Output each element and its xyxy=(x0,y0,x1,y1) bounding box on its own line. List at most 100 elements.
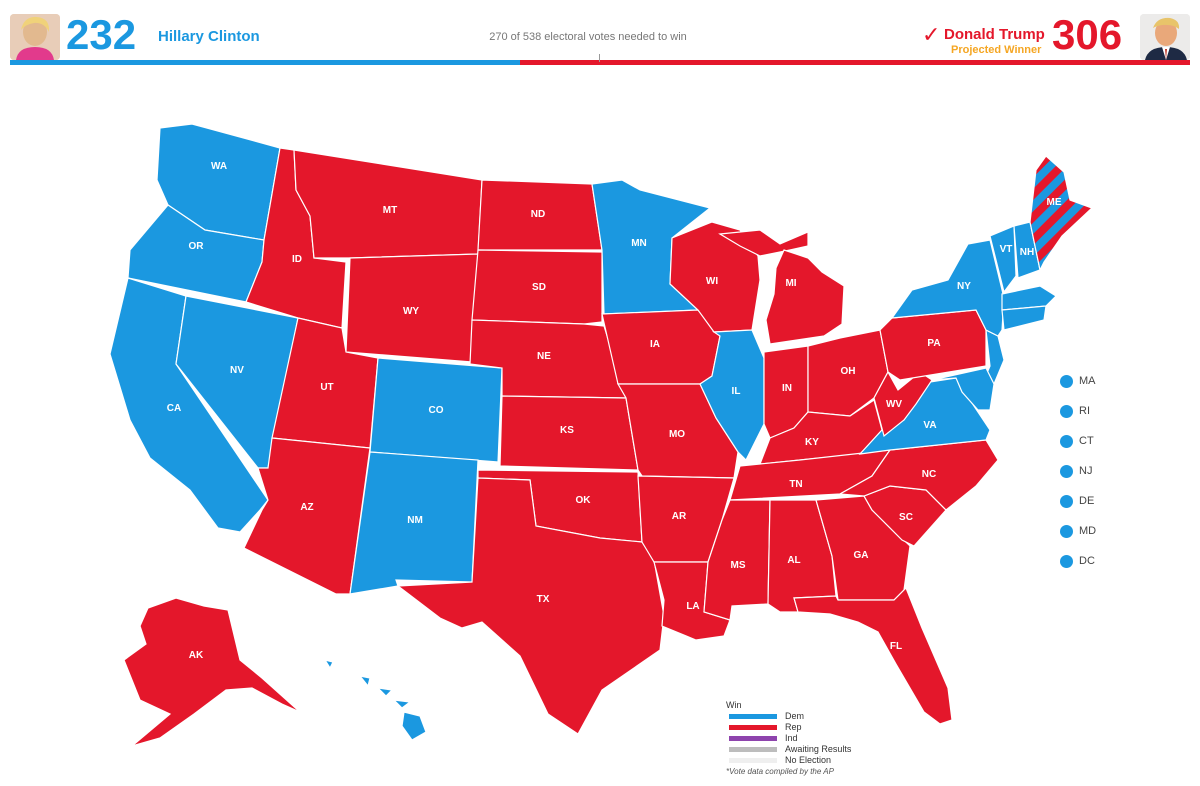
label-WY: WY xyxy=(403,306,419,317)
legend-label: Ind xyxy=(785,733,798,743)
dem-progress-bar xyxy=(10,60,520,65)
small-state-label: DC xyxy=(1079,555,1095,567)
label-ID: ID xyxy=(292,254,302,265)
label-MN: MN xyxy=(631,238,647,249)
legend-item-rep: Rep xyxy=(726,722,886,732)
rep-candidate-name: Donald Trump xyxy=(944,26,1045,43)
label-AK: AK xyxy=(189,650,204,661)
state-dot-icon xyxy=(1060,435,1073,448)
legend-item-ind: Ind xyxy=(726,733,886,743)
label-CO: CO xyxy=(429,405,444,416)
map-legend: Win Dem Rep Ind Awaiting Results No Elec… xyxy=(726,700,886,780)
label-TX: TX xyxy=(537,594,550,605)
legend-swatch xyxy=(729,725,777,730)
state-MT[interactable] xyxy=(293,149,483,259)
legend-label: Awaiting Results xyxy=(785,744,852,754)
label-MS: MS xyxy=(731,560,746,571)
state-AK[interactable] xyxy=(123,597,301,747)
legend-item-awaiting: Awaiting Results xyxy=(726,744,886,754)
state-dot-icon xyxy=(1060,405,1073,418)
results-header: 232 Hillary Clinton 270 of 538 electoral… xyxy=(0,0,1200,68)
small-state-label: MD xyxy=(1079,525,1097,537)
ap-source-note: *Vote data compiled by the AP xyxy=(726,767,834,776)
state-FL[interactable] xyxy=(793,586,953,725)
label-OH: OH xyxy=(841,366,856,377)
label-WV: WV xyxy=(886,399,902,410)
state-WI[interactable] xyxy=(669,221,761,333)
state-MD-DE[interactable] xyxy=(931,367,995,411)
state-ME[interactable] xyxy=(1029,155,1094,272)
state-HI[interactable] xyxy=(323,659,427,741)
label-TN: TN xyxy=(789,479,802,490)
rep-electoral-votes: 306 xyxy=(1052,11,1123,58)
small-state-label: DE xyxy=(1079,495,1095,507)
label-LA: LA xyxy=(686,601,699,612)
state-dot-icon xyxy=(1060,375,1073,388)
legend-label: Rep xyxy=(785,722,802,732)
small-state-label: RI xyxy=(1079,405,1090,417)
label-MI: MI xyxy=(785,278,796,289)
small-state-label: MA xyxy=(1079,375,1096,387)
state-VT[interactable] xyxy=(989,225,1017,294)
label-WA: WA xyxy=(211,161,227,172)
label-SD: SD xyxy=(532,282,546,293)
label-NV: NV xyxy=(230,365,244,376)
label-NM: NM xyxy=(407,515,423,526)
state-dot-icon xyxy=(1060,525,1073,538)
legend-title: Win xyxy=(726,700,742,710)
label-FL: FL xyxy=(890,641,902,652)
label-UT: UT xyxy=(320,382,333,393)
state-MI[interactable] xyxy=(765,249,845,345)
winner-check-icon: ✓ xyxy=(922,22,941,47)
state-TX[interactable] xyxy=(396,477,665,735)
label-AL: AL xyxy=(787,555,800,566)
legend-swatch xyxy=(729,758,777,763)
state-dot-icon xyxy=(1060,495,1073,508)
label-IL: IL xyxy=(732,386,741,397)
label-AR: AR xyxy=(672,511,687,522)
dem-candidate-name: Hillary Clinton xyxy=(158,28,260,45)
state-dot-icon xyxy=(1060,555,1073,568)
dem-electoral-votes: 232 xyxy=(66,11,137,58)
label-WI: WI xyxy=(706,276,718,287)
label-NH: NH xyxy=(1020,247,1034,258)
projected-winner-label: Projected Winner xyxy=(951,44,1042,56)
legend-label: Dem xyxy=(785,711,805,721)
legend-swatch xyxy=(729,714,777,719)
legend-label: No Election xyxy=(785,755,832,765)
label-ME: ME xyxy=(1047,197,1062,208)
votes-needed-text: 270 of 538 electoral votes needed to win xyxy=(489,31,687,43)
state-CO[interactable] xyxy=(369,357,503,463)
label-NC: NC xyxy=(922,469,936,480)
state-CT-RI[interactable] xyxy=(1001,305,1047,331)
legend-swatch xyxy=(729,747,777,752)
label-IN: IN xyxy=(782,383,792,394)
label-AZ: AZ xyxy=(300,502,313,513)
legend-swatch xyxy=(729,736,777,741)
state-IL[interactable] xyxy=(699,329,765,462)
label-VA: VA xyxy=(923,420,936,431)
state-IA[interactable] xyxy=(601,309,721,385)
state-SD[interactable] xyxy=(471,249,603,325)
small-state-label: CT xyxy=(1079,435,1094,447)
label-KY: KY xyxy=(805,437,819,448)
state-dot-icon xyxy=(1060,465,1073,478)
state-NM[interactable] xyxy=(349,451,479,595)
state-MA[interactable] xyxy=(1001,285,1057,311)
label-IA: IA xyxy=(650,339,660,350)
label-CA: CA xyxy=(167,403,181,414)
label-MT: MT xyxy=(383,205,397,216)
label-KS: KS xyxy=(560,425,574,436)
label-ND: ND xyxy=(531,209,545,220)
label-NE: NE xyxy=(537,351,551,362)
small-state-label: NJ xyxy=(1079,465,1093,477)
label-PA: PA xyxy=(927,338,940,349)
state-MI-upper[interactable] xyxy=(718,229,809,257)
clinton-avatar xyxy=(10,14,60,60)
label-SC: SC xyxy=(899,512,913,523)
trump-avatar xyxy=(1140,14,1190,60)
label-OK: OK xyxy=(576,495,592,506)
label-VT: VT xyxy=(1000,244,1013,255)
270-marker xyxy=(599,54,600,62)
